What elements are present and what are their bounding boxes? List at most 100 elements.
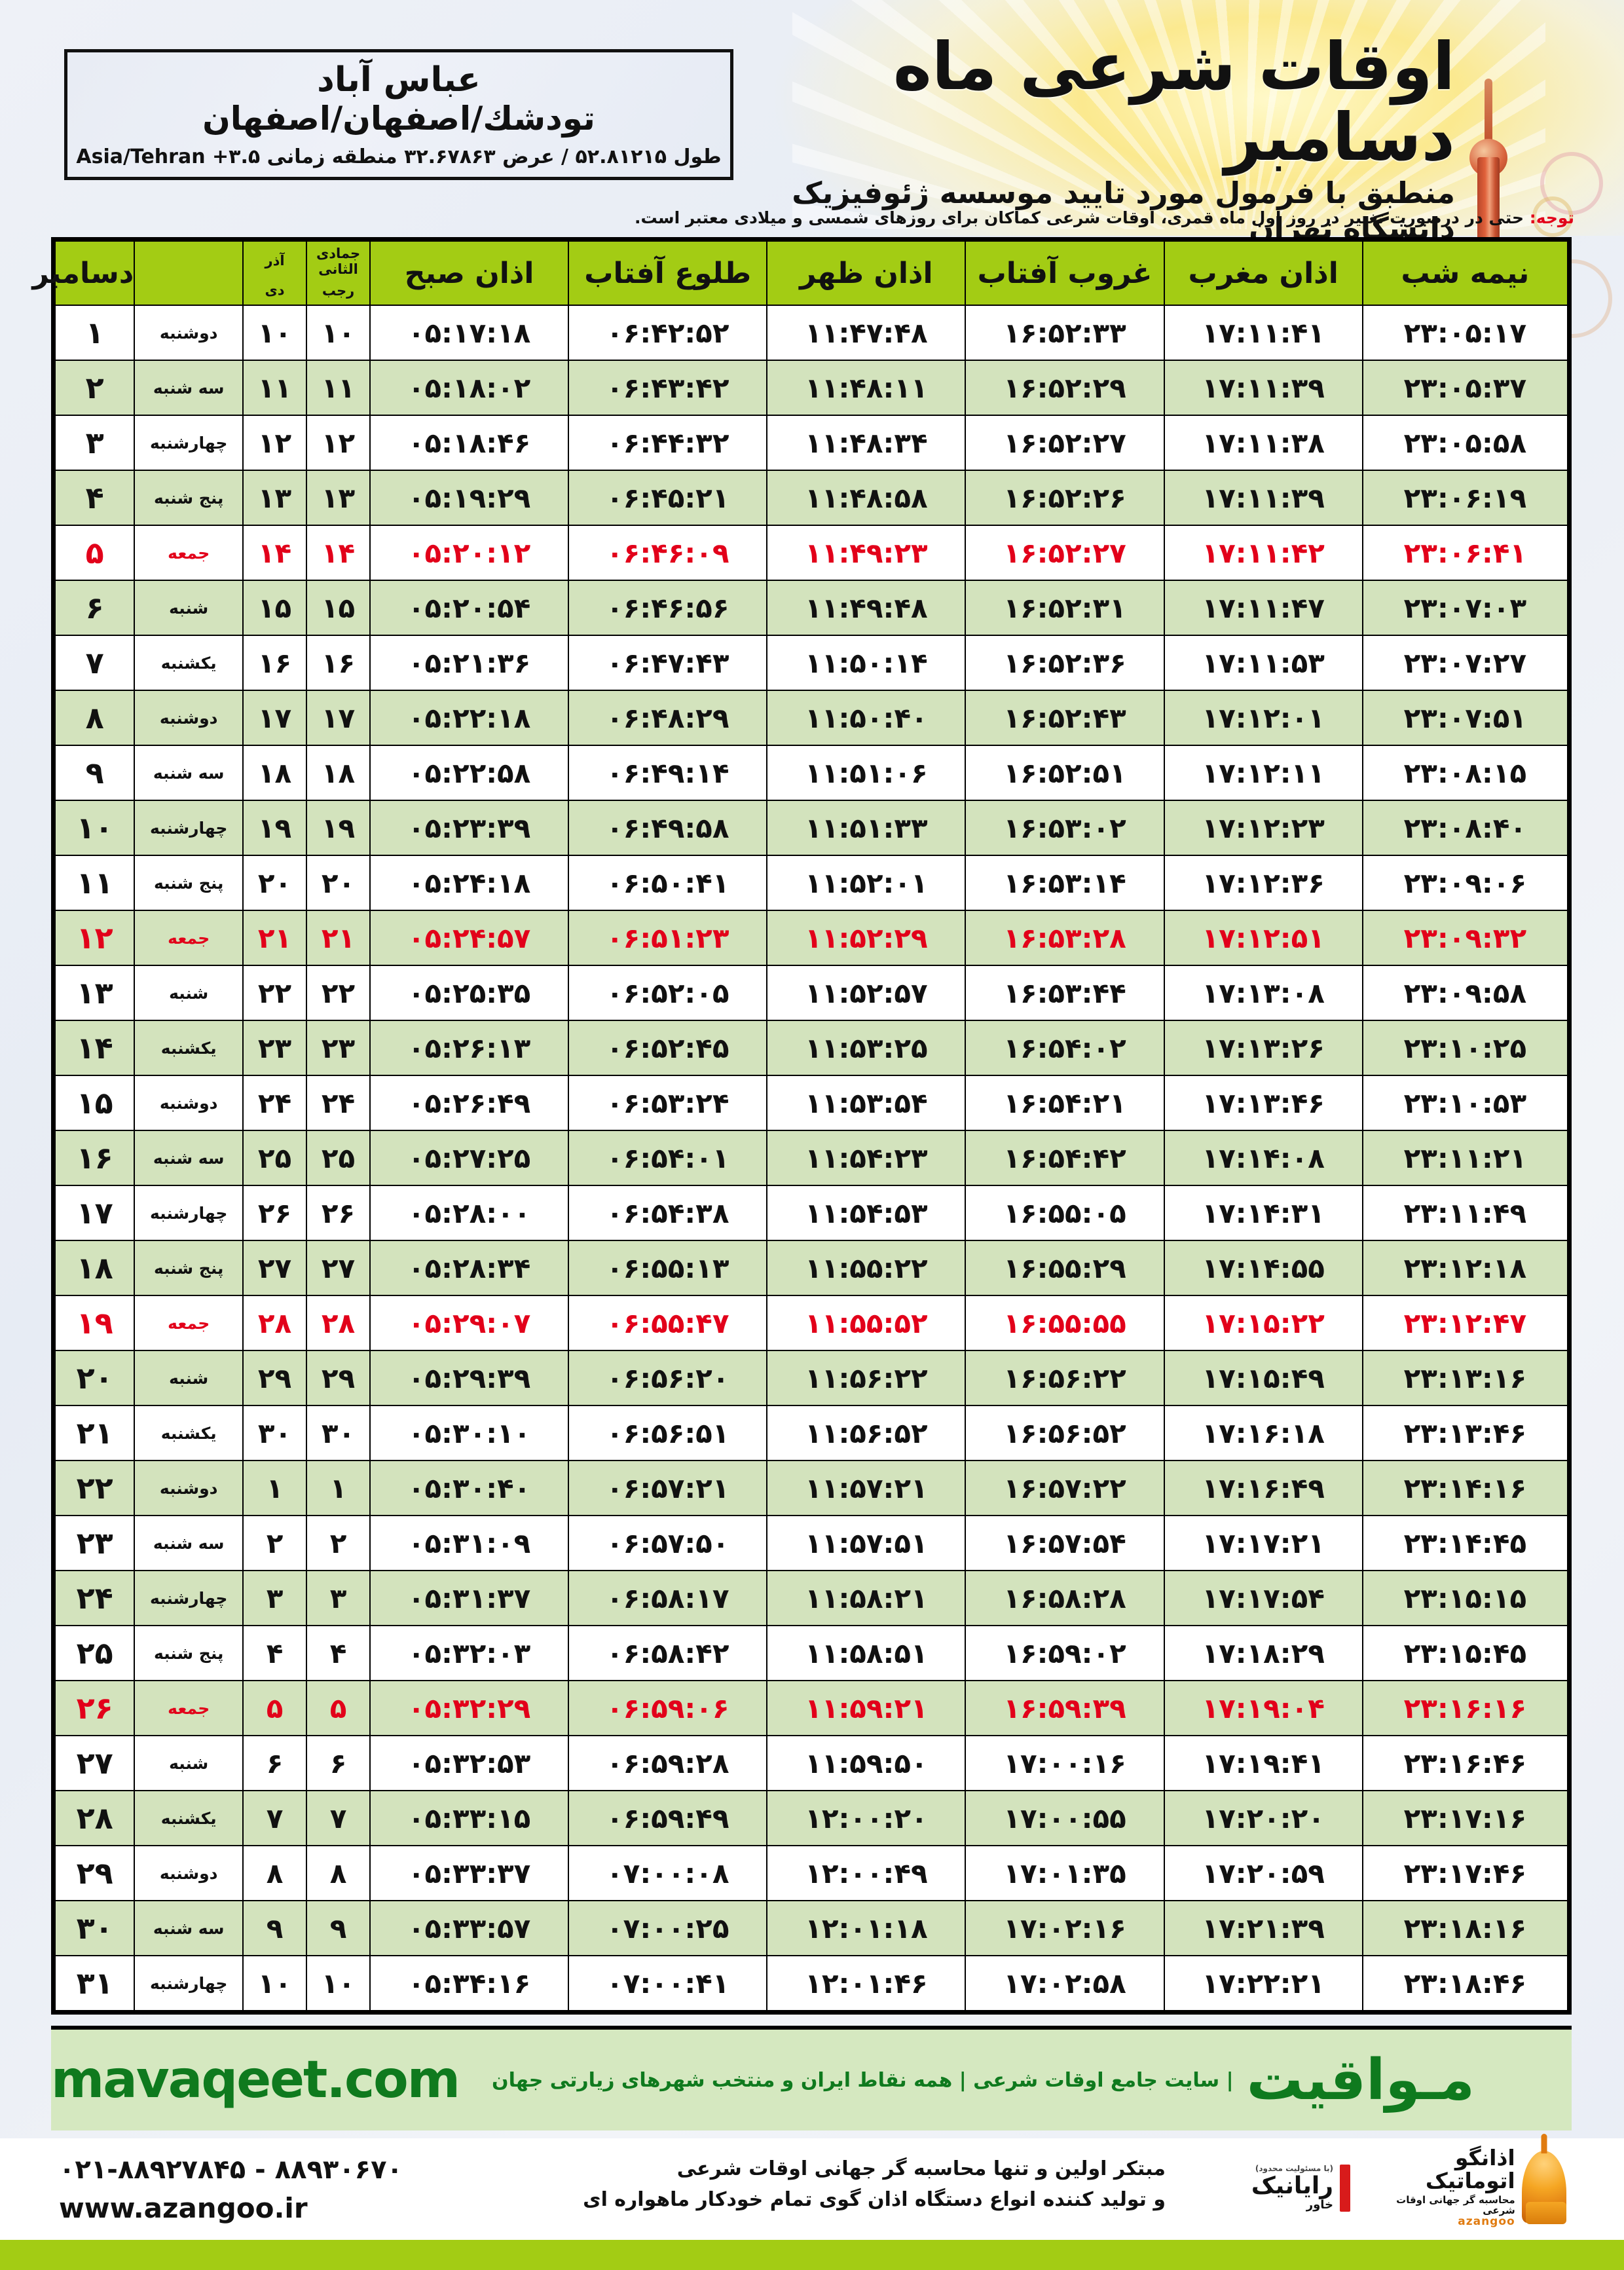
column-header-sunset: غروب آفتاب — [965, 240, 1165, 306]
cell-lunar-day: ۲۸ — [306, 1295, 371, 1351]
cell-sunset: ۱۶:۵۲:۲۷ — [965, 415, 1165, 471]
cell-sunrise: ۰۶:۵۴:۰۱ — [568, 1130, 768, 1186]
cell-sunset: ۱۶:۵۲:۲۹ — [965, 360, 1165, 416]
table-row: ۲۳:۱۱:۴۹ ۱۷:۱۴:۳۱ ۱۶:۵۵:۰۵ ۱۱:۵۴:۵۳ ۰۶:۵۴:۳۸… — [54, 1185, 1569, 1241]
cell-maghrib: ۱۷:۱۶:۱۸ — [1163, 1405, 1363, 1461]
cell-gregorian-day: ۲۴ — [54, 1570, 136, 1626]
cell-gregorian-day: ۷ — [54, 635, 136, 691]
cell-sunset: ۱۶:۵۶:۵۲ — [965, 1405, 1165, 1461]
cell-fajr: ۰۵:۲۸:۳۴ — [369, 1240, 570, 1296]
cell-midnight: ۲۳:۰۹:۵۸ — [1361, 965, 1569, 1021]
cell-gregorian-day: ۲۶ — [54, 1680, 136, 1736]
table-row: ۲۳:۱۷:۱۶ ۱۷:۲۰:۲۰ ۱۷:۰۰:۵۵ ۱۲:۰۰:۲۰ ۰۶:۵۹:۴۹… — [54, 1790, 1569, 1846]
cell-solar-day: ۱۹ — [242, 800, 308, 856]
table-row: ۲۳:۰۹:۰۶ ۱۷:۱۲:۳۶ ۱۶:۵۳:۱۴ ۱۱:۵۲:۰۱ ۰۶:۵۰:۴۱… — [54, 855, 1569, 911]
cell-sunset: ۱۶:۵۲:۳۱ — [965, 580, 1165, 636]
cell-sunrise: ۰۶:۵۱:۲۳ — [568, 910, 768, 966]
cell-midnight: ۲۳:۱۰:۲۵ — [1361, 1020, 1569, 1076]
cell-maghrib: ۱۷:۱۷:۵۴ — [1163, 1570, 1363, 1626]
cell-fajr: ۰۵:۲۷:۲۵ — [369, 1130, 570, 1186]
cell-noon: ۱۱:۵۱:۰۶ — [766, 745, 967, 801]
table-row: ۲۳:۱۸:۴۶ ۱۷:۲۲:۲۱ ۱۷:۰۲:۵۸ ۱۲:۰۱:۴۶ ۰۷:۰۰:۴۱… — [54, 1955, 1569, 2011]
cell-maghrib: ۱۷:۱۵:۴۹ — [1163, 1350, 1363, 1406]
cell-gregorian-day: ۲۲ — [54, 1460, 136, 1516]
cell-sunrise: ۰۶:۴۲:۵۲ — [568, 305, 768, 361]
table-row: ۲۳:۰۷:۲۷ ۱۷:۱۱:۵۳ ۱۶:۵۲:۳۶ ۱۱:۵۰:۱۴ ۰۶:۴۷:۴۳… — [54, 635, 1569, 691]
cell-lunar-day: ۱۹ — [306, 800, 371, 856]
cell-weekday: جمعه — [134, 1680, 244, 1736]
cell-midnight: ۲۳:۱۷:۱۶ — [1361, 1790, 1569, 1846]
cell-sunrise: ۰۶:۵۷:۲۱ — [568, 1460, 768, 1516]
column-header-sunrise: طلوع آفتاب — [568, 240, 768, 306]
cell-maghrib: ۱۷:۱۴:۵۵ — [1163, 1240, 1363, 1296]
cell-fajr: ۰۵:۲۰:۵۴ — [369, 580, 570, 636]
table-row: ۲۳:۰۵:۳۷ ۱۷:۱۱:۳۹ ۱۶:۵۲:۲۹ ۱۱:۴۸:۱۱ ۰۶:۴۳:۴۲… — [54, 360, 1569, 416]
cell-noon: ۱۱:۵۰:۱۴ — [766, 635, 967, 691]
cell-sunrise: ۰۶:۴۶:۵۶ — [568, 580, 768, 636]
cell-solar-day: ۱۸ — [242, 745, 308, 801]
cell-midnight: ۲۳:۱۴:۴۵ — [1361, 1515, 1569, 1571]
cell-lunar-day: ۶ — [306, 1735, 371, 1791]
cell-sunset: ۱۶:۵۵:۲۹ — [965, 1240, 1165, 1296]
cell-lunar-day: ۲۹ — [306, 1350, 371, 1406]
lunar-month-bottom-label: رجب — [322, 283, 355, 299]
cell-maghrib: ۱۷:۱۱:۵۳ — [1163, 635, 1363, 691]
cell-midnight: ۲۳:۱۳:۱۶ — [1361, 1350, 1569, 1406]
rayaneek-tiny-note: (با مسئولیت محدود) — [1255, 2163, 1333, 2173]
red-bar-icon — [1340, 2165, 1350, 2212]
cell-solar-day: ۲۶ — [242, 1185, 308, 1241]
cell-fajr: ۰۵:۳۳:۳۷ — [369, 1845, 570, 1901]
cell-fajr: ۰۵:۱۹:۲۹ — [369, 470, 570, 526]
cell-solar-day: ۷ — [242, 1790, 308, 1846]
cell-lunar-day: ۱۵ — [306, 580, 371, 636]
cell-midnight: ۲۳:۱۷:۴۶ — [1361, 1845, 1569, 1901]
cell-gregorian-day: ۲ — [54, 360, 136, 416]
cell-weekday: شنبه — [134, 965, 244, 1021]
cell-sunset: ۱۶:۵۲:۲۷ — [965, 525, 1165, 581]
cell-solar-day: ۲۳ — [242, 1020, 308, 1076]
column-header-weekday — [134, 240, 244, 306]
cell-gregorian-day: ۱۳ — [54, 965, 136, 1021]
cell-fajr: ۰۵:۳۰:۱۰ — [369, 1405, 570, 1461]
column-header-solar-month: آذر دی — [242, 240, 308, 306]
note-text: حتی در درصورت تغییر در روز اول ماه قمری،… — [635, 208, 1524, 227]
cell-weekday: پنج شنبه — [134, 1625, 244, 1681]
table-row: ۲۳:۱۷:۴۶ ۱۷:۲۰:۵۹ ۱۷:۰۱:۳۵ ۱۲:۰۰:۴۹ ۰۷:۰۰:۰۸… — [54, 1845, 1569, 1901]
cell-fajr: ۰۵:۲۰:۱۲ — [369, 525, 570, 581]
cell-sunrise: ۰۶:۴۴:۳۲ — [568, 415, 768, 471]
cell-fajr: ۰۵:۲۹:۰۷ — [369, 1295, 570, 1351]
brand-website[interactable]: mavaqeet.com — [51, 2051, 460, 2110]
cell-sunset: ۱۶:۵۲:۳۳ — [965, 305, 1165, 361]
table-row: ۲۳:۱۶:۱۶ ۱۷:۱۹:۰۴ ۱۶:۵۹:۳۹ ۱۱:۵۹:۲۱ ۰۶:۵۹:۰۶… — [54, 1680, 1569, 1736]
cell-gregorian-day: ۴ — [54, 470, 136, 526]
cell-sunset: ۱۶:۵۳:۱۴ — [965, 855, 1165, 911]
cell-gregorian-day: ۱۸ — [54, 1240, 136, 1296]
cell-solar-day: ۱۳ — [242, 470, 308, 526]
cell-fajr: ۰۵:۲۸:۰۰ — [369, 1185, 570, 1241]
table-row: ۲۳:۱۵:۱۵ ۱۷:۱۷:۵۴ ۱۶:۵۸:۲۸ ۱۱:۵۸:۲۱ ۰۶:۵۸:۱۷… — [54, 1570, 1569, 1626]
cell-midnight: ۲۳:۱۳:۴۶ — [1361, 1405, 1569, 1461]
page-subtitle: منطبق با فرمول مورد تایید موسسه ژئوفیزیک… — [792, 176, 1455, 246]
cell-maghrib: ۱۷:۱۲:۱۱ — [1163, 745, 1363, 801]
cell-maghrib: ۱۷:۱۱:۳۸ — [1163, 415, 1363, 471]
cell-noon: ۱۱:۵۶:۲۲ — [766, 1350, 967, 1406]
cell-midnight: ۲۳:۱۸:۴۶ — [1361, 1955, 1569, 2011]
cell-lunar-day: ۳۰ — [306, 1405, 371, 1461]
cell-maghrib: ۱۷:۱۵:۲۲ — [1163, 1295, 1363, 1351]
cell-solar-day: ۱۲ — [242, 415, 308, 471]
cell-gregorian-day: ۳۱ — [54, 1955, 136, 2011]
cell-weekday: سه شنبه — [134, 1900, 244, 1956]
cell-midnight: ۲۳:۱۶:۴۶ — [1361, 1735, 1569, 1791]
footer-website[interactable]: www.azangoo.ir — [59, 2192, 308, 2224]
cell-lunar-day: ۱۰ — [306, 1955, 371, 2011]
cell-maghrib: ۱۷:۱۱:۳۹ — [1163, 470, 1363, 526]
cell-fajr: ۰۵:۲۶:۱۳ — [369, 1020, 570, 1076]
azangoo-subtitle: محاسبه گر جهانی اوقات شرعی — [1396, 2193, 1515, 2216]
cell-noon: ۱۱:۵۸:۲۱ — [766, 1570, 967, 1626]
cell-sunset: ۱۶:۵۲:۴۳ — [965, 690, 1165, 746]
table-row: ۲۳:۰۷:۰۳ ۱۷:۱۱:۴۷ ۱۶:۵۲:۳۱ ۱۱:۴۹:۴۸ ۰۶:۴۶:۵۶… — [54, 580, 1569, 636]
cell-sunset: ۱۶:۵۹:۰۲ — [965, 1625, 1165, 1681]
cell-lunar-day: ۱۰ — [306, 305, 371, 361]
cell-midnight: ۲۳:۱۲:۴۷ — [1361, 1295, 1569, 1351]
table-row: ۲۳:۱۴:۴۵ ۱۷:۱۷:۲۱ ۱۶:۵۷:۵۴ ۱۱:۵۷:۵۱ ۰۶:۵۷:۵۰… — [54, 1515, 1569, 1571]
